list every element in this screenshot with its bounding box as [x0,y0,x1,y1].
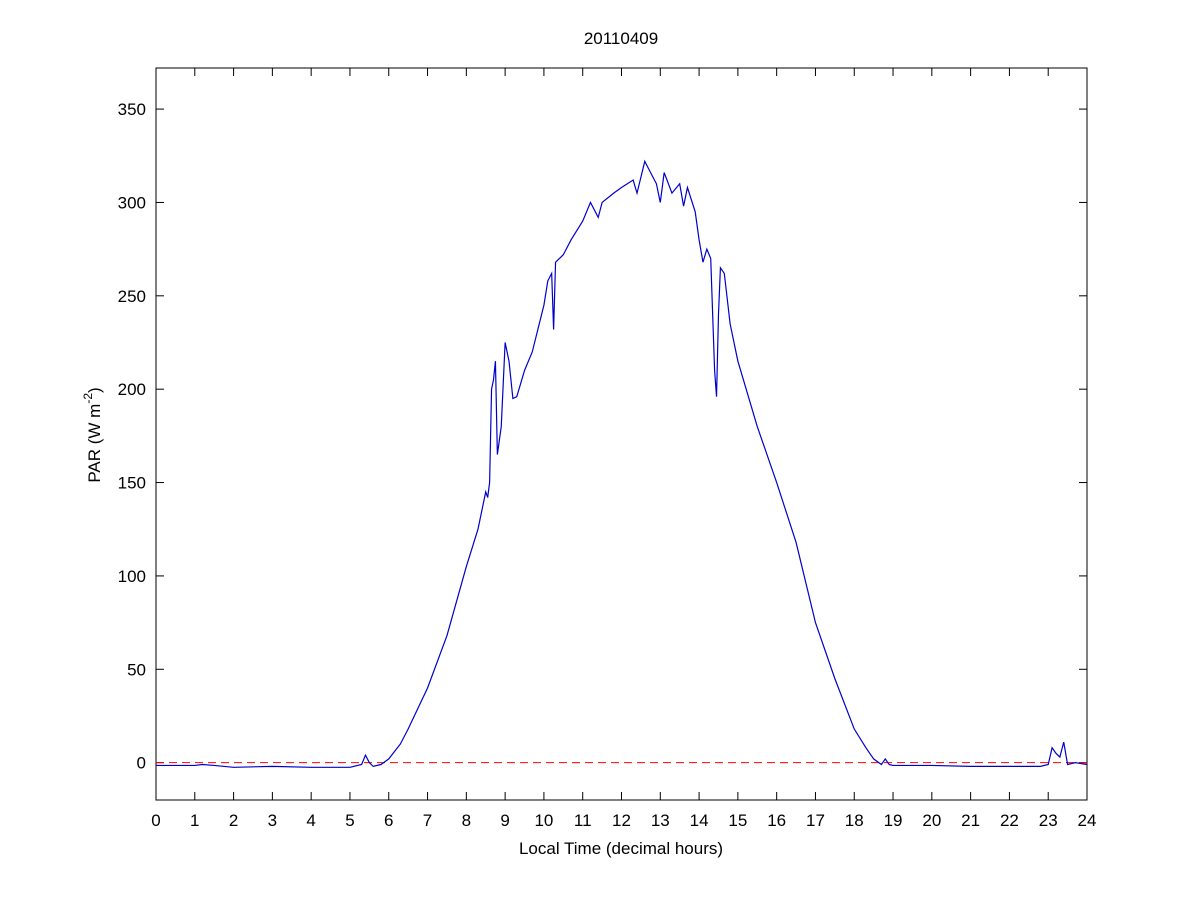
x-axis-label: Local Time (decimal hours) [519,839,723,858]
x-tick-label: 7 [423,811,432,830]
x-tick-label: 18 [845,811,864,830]
x-tick-label: 5 [345,811,354,830]
x-tick-label: 17 [806,811,825,830]
y-label-suffix: ) [85,387,104,393]
x-tick-label: 4 [306,811,315,830]
y-axis-label: PAR (W m-2) [81,387,104,482]
x-tick-label: 15 [728,811,747,830]
x-tick-label: 0 [151,811,160,830]
x-tick-label: 6 [384,811,393,830]
x-tick-label: 16 [767,811,786,830]
x-tick-label: 1 [190,811,199,830]
x-tick-label: 9 [500,811,509,830]
x-tick-label: 3 [268,811,277,830]
x-tick-label: 20 [922,811,941,830]
x-tick-label: 14 [690,811,709,830]
y-tick-label: 250 [118,287,146,306]
x-tick-label: 13 [651,811,670,830]
x-tick-label: 22 [1000,811,1019,830]
y-tick-label: 0 [137,754,146,773]
y-label-text: PAR (W m [85,404,104,483]
x-tick-label: 2 [229,811,238,830]
x-tick-label: 19 [884,811,903,830]
x-tick-label: 10 [534,811,553,830]
chart-title: 20110409 [584,29,658,48]
x-tick-label: 11 [574,811,592,830]
x-tick-label: 12 [612,811,631,830]
y-tick-label: 350 [118,100,146,119]
x-tick-label: 21 [961,811,980,830]
y-tick-label: 100 [118,567,146,586]
x-tick-label: 8 [462,811,471,830]
y-label-superscript: -2 [81,393,95,404]
data-line [156,159,1088,768]
y-tick-label: 50 [127,660,146,679]
y-tick-label: 200 [118,380,146,399]
y-tick-label: 300 [118,193,146,212]
y-tick-label: 150 [118,474,146,493]
x-tick-label: 24 [1078,811,1097,830]
x-tick-label: 23 [1039,811,1058,830]
